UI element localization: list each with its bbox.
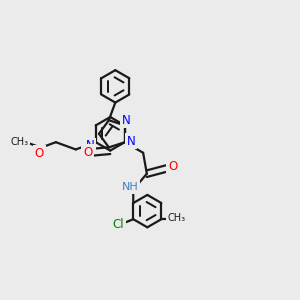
Text: Cl: Cl xyxy=(113,218,124,231)
Text: CH₃: CH₃ xyxy=(168,213,186,223)
Text: O: O xyxy=(83,146,92,159)
Text: N: N xyxy=(86,139,95,152)
Text: N: N xyxy=(127,134,136,148)
Text: O: O xyxy=(168,160,177,173)
Text: NH: NH xyxy=(122,182,139,192)
Text: CH₃: CH₃ xyxy=(11,137,28,147)
Text: N: N xyxy=(122,114,130,127)
Text: O: O xyxy=(35,147,44,160)
